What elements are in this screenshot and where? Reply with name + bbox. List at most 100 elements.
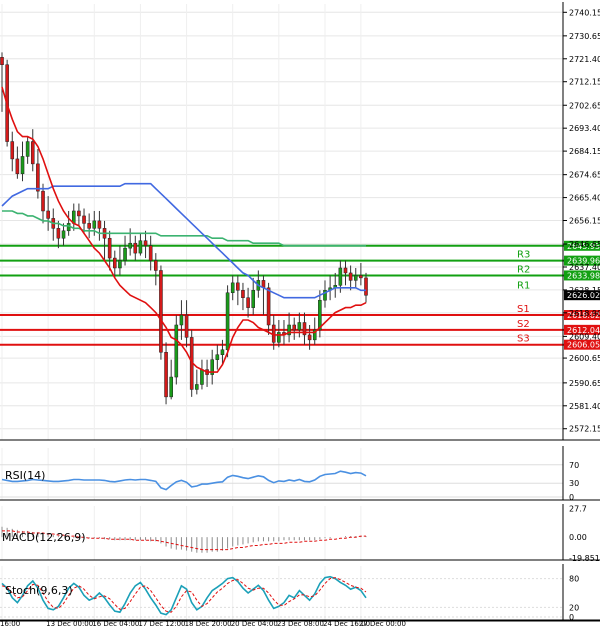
candle-body — [118, 260, 122, 269]
candle-body — [15, 158, 20, 175]
y-tick-label: 2656.15 — [569, 217, 600, 226]
candle-body — [338, 267, 343, 286]
candle-body — [133, 242, 138, 254]
candle-body — [323, 290, 327, 301]
y-tick-label: 2740.15 — [569, 8, 600, 17]
level-tag-bg — [564, 324, 600, 335]
level-name-label: R2 — [517, 264, 530, 275]
candle-body — [128, 242, 132, 249]
candle-body — [184, 314, 189, 338]
y-tick-label: 2572.15 — [569, 425, 600, 434]
y-tick-label: 2684.15 — [569, 147, 600, 156]
stoch-tick-label: 0 — [569, 613, 574, 622]
y-tick-label: 2637.40 — [569, 263, 600, 272]
macd-label: MACD(12,26,9) — [2, 531, 86, 544]
candle-body — [25, 141, 30, 157]
macd-signal-line — [2, 530, 366, 551]
y-tick-label: 2693.40 — [569, 124, 600, 133]
x-tick-label: 27 Dec 00:00 — [359, 620, 406, 628]
stoch-tick-label: 20 — [569, 603, 579, 612]
candle-body — [200, 369, 204, 385]
y-tick-label: 2730.65 — [569, 32, 600, 41]
rsi-tick-label: 0 — [569, 493, 574, 502]
x-tick-label: 17 Dec 12:00 — [138, 620, 185, 628]
candle-body — [107, 237, 112, 259]
candle-body — [241, 290, 245, 298]
candle-body — [92, 220, 97, 229]
level-value-r1: 2633.98 — [567, 271, 600, 280]
x-tick-label: 16:00 — [0, 620, 20, 628]
macd-tick-label: 0.00 — [569, 533, 587, 542]
level-name-label: S2 — [517, 319, 530, 330]
candle-body — [210, 359, 214, 375]
candle-body — [312, 329, 317, 341]
candle-body — [236, 282, 240, 291]
level-name-label-r1: R1 — [517, 280, 530, 291]
candle-body — [143, 240, 148, 246]
level-name-label: S3 — [517, 334, 530, 345]
candle-body — [277, 332, 281, 343]
rsi-line — [1, 470, 367, 491]
y-tick-label: 2646.65 — [569, 240, 600, 249]
ma-green-line — [2, 210, 366, 247]
candle-body — [225, 292, 230, 351]
candle-body — [123, 247, 127, 261]
candle-body — [251, 290, 255, 308]
level-tag-bg — [564, 310, 600, 321]
candle-body — [164, 352, 168, 398]
candle-body — [364, 277, 368, 296]
candle-body — [179, 314, 184, 326]
y-tick-label: 2609.40 — [569, 332, 600, 341]
candle-body — [195, 384, 199, 390]
macd-tick-label: -19.851 — [569, 554, 600, 563]
candle-body — [46, 210, 50, 219]
candle-body — [174, 324, 179, 378]
rsi-label: RSI(14) — [5, 469, 45, 482]
x-tick-label: 20 Dec 04:00 — [231, 620, 278, 628]
y-tick-label: 2581.40 — [569, 402, 600, 411]
candle-body — [148, 245, 153, 261]
y-tick-label: 2702.65 — [569, 101, 600, 110]
candle-body — [61, 230, 66, 239]
candle-body — [113, 257, 117, 269]
y-tick-label: 2618.90 — [569, 309, 600, 318]
candle-body — [297, 322, 302, 331]
candle-body — [82, 215, 86, 224]
candle-body — [318, 299, 322, 331]
x-tick-label: 16 Dec 04:00 — [92, 620, 139, 628]
level-name-label: R3 — [517, 250, 530, 261]
x-tick-label: 24 Dec 16:00 — [323, 620, 370, 628]
candle-body — [307, 334, 312, 341]
level-value-s1: 2618.02 — [567, 311, 600, 320]
x-tick-label: 13 Dec 00:00 — [46, 620, 93, 628]
last-price-tag — [564, 290, 600, 301]
y-tick-label: 2600.65 — [569, 354, 600, 363]
level-value-r3: 2645.95 — [567, 242, 600, 251]
candle-body — [56, 228, 61, 239]
x-tick-label: 18 Dec 20:00 — [185, 620, 232, 628]
level-name-label: S1 — [517, 304, 530, 315]
candle-body — [246, 297, 250, 308]
candle-body — [138, 240, 143, 254]
x-tick-label: 23 Dec 08:00 — [277, 620, 324, 628]
ma-blue-line — [1, 182, 366, 299]
ma-red-line — [1, 86, 367, 373]
candle-body — [77, 210, 81, 217]
y-tick-label: 2628.15 — [569, 286, 600, 295]
candle-body — [230, 282, 235, 294]
candle-body — [154, 260, 158, 271]
level-tag-bg — [564, 240, 600, 251]
candle-body — [20, 156, 25, 175]
candle-body — [97, 220, 102, 229]
candle-body — [292, 324, 297, 331]
level-tag-bg — [564, 255, 600, 266]
candle-body — [87, 223, 91, 229]
stoch-k-line — [1, 575, 367, 616]
y-tick-label: 2712.15 — [569, 78, 600, 87]
candle-body — [0, 57, 4, 65]
rsi-tick-label: 30 — [569, 479, 579, 488]
candle-body — [30, 141, 35, 165]
candle-body — [10, 141, 15, 160]
candle-body — [287, 324, 291, 336]
